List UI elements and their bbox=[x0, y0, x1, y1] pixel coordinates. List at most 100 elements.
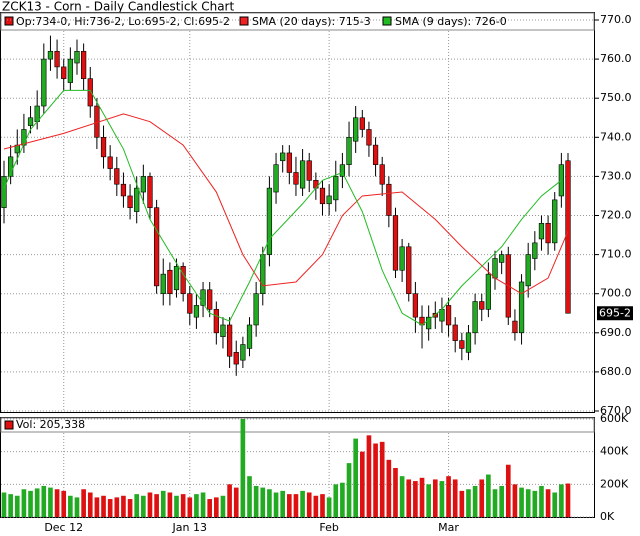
y-tick-label: 670.0 bbox=[600, 404, 632, 417]
candle-body bbox=[246, 324, 253, 349]
volume-bar bbox=[8, 494, 13, 517]
legend-swatch bbox=[4, 420, 14, 430]
candle-body bbox=[220, 324, 226, 338]
candle-body bbox=[240, 344, 246, 361]
candle-body bbox=[392, 215, 399, 271]
volume-bar bbox=[280, 490, 286, 517]
candle-body bbox=[558, 164, 564, 197]
y-tick-label: 770.0 bbox=[600, 13, 632, 26]
candle-body bbox=[532, 242, 538, 259]
volume-bar bbox=[340, 482, 345, 517]
volume-bar bbox=[426, 484, 431, 517]
volume-bar bbox=[452, 479, 458, 517]
volume-legend bbox=[0, 417, 595, 433]
candle-body bbox=[74, 50, 80, 64]
volume-bar bbox=[286, 494, 292, 517]
y-tick-label: 760.0 bbox=[600, 52, 632, 65]
volume-bar bbox=[326, 497, 332, 517]
candle-body bbox=[280, 152, 286, 162]
candle-body bbox=[518, 281, 525, 334]
candle-body bbox=[426, 316, 432, 330]
volume-bar bbox=[68, 495, 73, 517]
candle-body bbox=[1, 176, 7, 208]
candle-body bbox=[193, 305, 200, 318]
candle-body bbox=[512, 320, 518, 334]
candle-body bbox=[54, 50, 60, 68]
candle-body bbox=[452, 324, 458, 341]
volume-bar bbox=[194, 494, 199, 517]
volume-bar bbox=[41, 485, 47, 517]
candle-body bbox=[372, 144, 379, 165]
volume-bar bbox=[519, 487, 524, 517]
volume-bar bbox=[81, 489, 86, 517]
volume-bar bbox=[559, 484, 564, 517]
candle-body bbox=[492, 258, 498, 279]
y-tick-label: 680.0 bbox=[600, 365, 632, 378]
candle-body bbox=[499, 254, 505, 263]
volume-bar bbox=[121, 495, 126, 517]
sma-line bbox=[3, 89, 562, 326]
candle-body bbox=[253, 293, 259, 326]
candle-body bbox=[140, 176, 146, 193]
volume-bar bbox=[379, 441, 385, 517]
candle-body bbox=[114, 168, 120, 185]
volume-bar bbox=[240, 419, 246, 517]
candle-body bbox=[27, 117, 34, 126]
candle-body bbox=[21, 129, 27, 146]
candle-body bbox=[326, 195, 332, 205]
volume-bar bbox=[525, 489, 531, 517]
candle-body bbox=[445, 305, 452, 326]
y-tick-label: 740.0 bbox=[600, 130, 632, 143]
candle-body bbox=[339, 164, 346, 177]
volume-bar bbox=[552, 492, 558, 517]
volume-bar bbox=[174, 495, 179, 517]
volume-bar bbox=[114, 497, 120, 517]
candle-body bbox=[485, 273, 491, 310]
candle-body bbox=[333, 176, 339, 201]
volume-bar bbox=[220, 495, 226, 517]
candle-body bbox=[545, 223, 551, 244]
volume-bar bbox=[267, 489, 272, 517]
volume-bar bbox=[406, 479, 412, 517]
volume-bar bbox=[200, 492, 206, 517]
volume-bar bbox=[233, 487, 239, 517]
chart-title: ZCK13 - Corn - Daily Candlestick Chart bbox=[2, 0, 234, 14]
last-price-label: 695-2 bbox=[599, 306, 631, 319]
volume-bar bbox=[28, 490, 33, 517]
candle-body bbox=[346, 137, 352, 165]
candle-body bbox=[81, 50, 87, 79]
candle-body bbox=[233, 352, 239, 365]
candle-body bbox=[293, 172, 299, 185]
volume-bar bbox=[101, 495, 106, 517]
ohlc-label: Op:734-0, Hi:736-2, Lo:695-2, Cl:695-2 bbox=[16, 15, 230, 28]
candle-body bbox=[167, 269, 173, 294]
candle-body bbox=[180, 266, 186, 294]
volume-bar bbox=[313, 495, 319, 517]
volume-bar bbox=[320, 494, 325, 517]
volume-bar bbox=[253, 485, 259, 517]
volume-bar bbox=[479, 479, 485, 517]
volume-bar bbox=[293, 494, 299, 517]
volume-bar bbox=[413, 481, 418, 517]
volume-bar bbox=[399, 476, 405, 517]
candle-body bbox=[399, 246, 405, 271]
x-tick-label: Jan 13 bbox=[172, 521, 207, 534]
volume-bar bbox=[300, 490, 305, 517]
volume-bar bbox=[492, 489, 498, 517]
volume-label: Vol: 205,338 bbox=[16, 418, 85, 431]
volume-bar bbox=[154, 494, 159, 517]
candle-body bbox=[200, 289, 206, 306]
candle-body bbox=[207, 289, 213, 310]
volume-bar bbox=[359, 451, 365, 517]
candle-body bbox=[552, 199, 558, 244]
candle-body bbox=[472, 301, 478, 334]
candle-body bbox=[127, 195, 133, 208]
volume-bar bbox=[180, 494, 186, 517]
candle-body bbox=[266, 187, 273, 255]
y-tick-label: 730.0 bbox=[600, 169, 632, 182]
volume-bar bbox=[21, 489, 27, 517]
y-tick-label: 0K bbox=[600, 510, 615, 523]
volume-bar bbox=[539, 485, 544, 517]
candle-body bbox=[386, 183, 392, 216]
